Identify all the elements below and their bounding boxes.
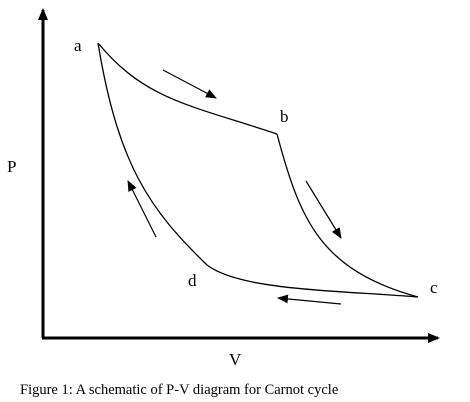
y-axis-label: P bbox=[7, 157, 16, 176]
curve-b-to-c bbox=[276, 133, 419, 298]
point-label-d: d bbox=[188, 271, 197, 290]
curve-c-to-d bbox=[206, 264, 419, 298]
direction-arrow-cd bbox=[277, 294, 342, 305]
figure-caption: Figure 1: A schematic of P-V diagram for… bbox=[20, 382, 339, 398]
point-label-c: c bbox=[430, 278, 438, 297]
direction-arrow-ab bbox=[162, 69, 217, 99]
direction-arrow-bc bbox=[305, 180, 342, 239]
point-label-a: a bbox=[74, 36, 82, 55]
direction-arrow-da bbox=[127, 180, 157, 238]
point-label-b: b bbox=[280, 107, 289, 126]
x-axis-label: V bbox=[229, 350, 242, 369]
curve-d-to-a bbox=[97, 42, 208, 266]
curve-a-to-b bbox=[97, 42, 278, 135]
